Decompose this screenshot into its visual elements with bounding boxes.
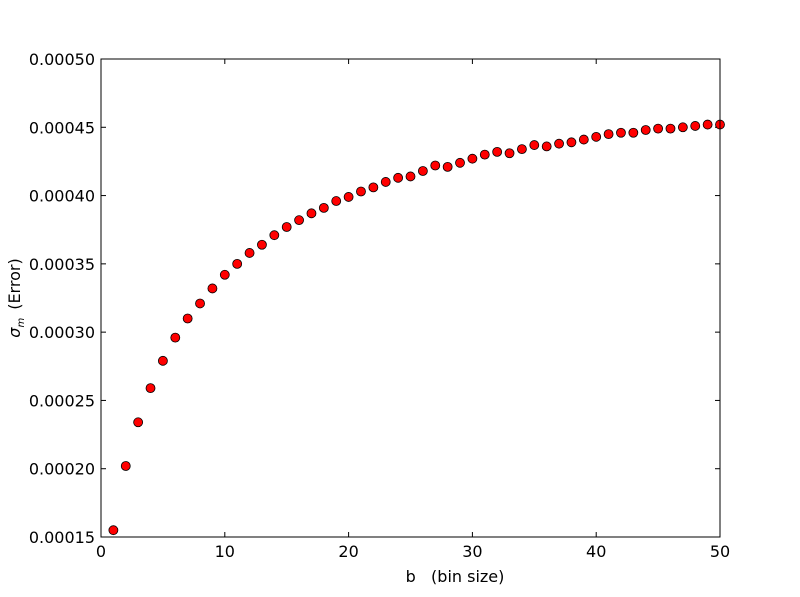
y-axis-label-symbol: σ	[5, 327, 24, 338]
data-point	[343, 192, 354, 202]
data-point	[653, 123, 663, 134]
data-point	[331, 196, 342, 206]
data-point	[108, 525, 119, 536]
data-point	[405, 171, 416, 182]
data-point	[603, 129, 614, 140]
data-point	[244, 248, 255, 258]
y-tick-label: 0.00025	[29, 391, 95, 410]
x-tick-label: 30	[462, 542, 482, 561]
y-axis-ticks: 0.00015 0.00020 0.00025 0.00030 0.00035 0.000…	[29, 50, 720, 547]
data-point	[442, 161, 453, 172]
data-point	[628, 127, 639, 138]
data-point	[281, 222, 292, 232]
data-point	[257, 239, 267, 250]
data-point	[133, 417, 144, 428]
data-point	[356, 186, 366, 197]
data-point	[665, 123, 676, 134]
plot-frame	[100, 58, 721, 538]
data-point	[554, 138, 564, 149]
y-tick-label: 0.00045	[29, 118, 95, 137]
data-point	[529, 140, 540, 150]
data-point	[269, 230, 280, 241]
data-points	[108, 119, 725, 536]
x-axis-ticks: 0 10 20 30 40 50	[96, 59, 730, 561]
data-point	[417, 166, 428, 176]
data-point	[318, 202, 329, 213]
data-point	[640, 125, 651, 135]
x-tick-label: 0	[96, 542, 106, 561]
data-point	[467, 153, 478, 164]
data-point	[145, 383, 156, 394]
data-point	[455, 157, 465, 168]
data-point	[517, 144, 527, 155]
data-point	[578, 134, 589, 145]
data-point	[232, 258, 243, 269]
data-point	[616, 127, 626, 138]
data-point	[677, 122, 688, 133]
data-point	[380, 177, 391, 187]
data-point	[702, 119, 713, 130]
data-point	[120, 461, 131, 471]
y-tick-label: 0.00020	[29, 460, 95, 479]
y-axis-label-subscript: m	[16, 318, 27, 328]
y-tick-label: 0.00050	[29, 50, 95, 69]
data-point	[492, 146, 503, 157]
y-tick-label: 0.00030	[29, 323, 95, 342]
y-tick-label: 0.00040	[29, 187, 95, 206]
x-tick-label: 10	[215, 542, 235, 561]
data-point	[430, 160, 441, 171]
data-point	[541, 141, 552, 152]
data-point	[195, 298, 205, 309]
data-point	[182, 313, 193, 324]
data-point	[479, 149, 490, 160]
data-point	[207, 283, 218, 294]
y-axis-label-text: (Error)	[5, 258, 24, 309]
data-point	[566, 137, 577, 148]
data-point	[306, 208, 317, 219]
y-tick-label: 0.00015	[29, 528, 95, 547]
data-point	[368, 182, 379, 193]
y-tick-label: 0.00035	[29, 255, 95, 274]
y-axis-label: σm (Error)	[5, 258, 27, 337]
data-point	[504, 148, 515, 159]
data-point	[294, 215, 304, 226]
x-tick-label: 40	[586, 542, 606, 561]
data-point	[591, 131, 602, 142]
data-point	[157, 355, 168, 366]
x-tick-label: 20	[338, 542, 358, 561]
data-point	[690, 121, 701, 131]
data-point	[170, 332, 181, 343]
data-point	[393, 172, 404, 183]
data-point	[219, 269, 230, 280]
x-tick-label: 50	[710, 542, 730, 561]
x-axis-label: b (bin size)	[406, 567, 505, 586]
